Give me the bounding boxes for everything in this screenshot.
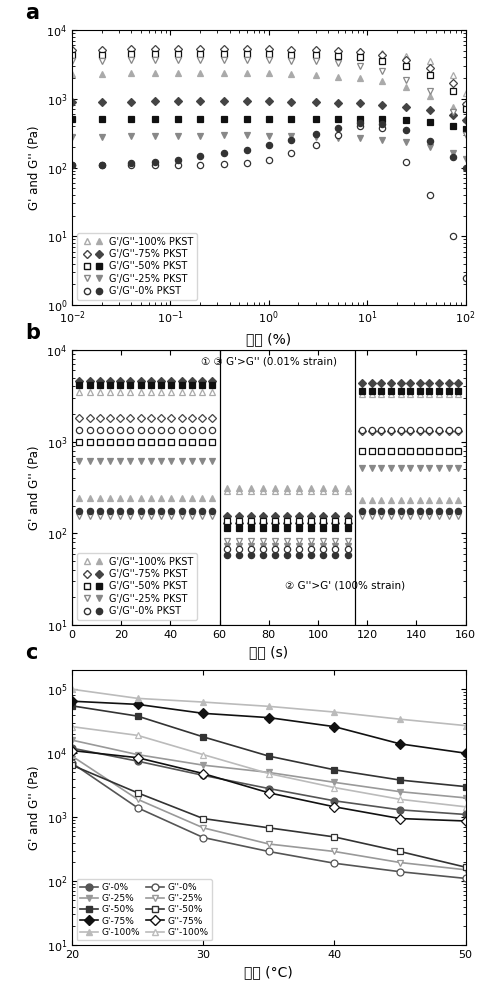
X-axis label: 时间 (s): 时间 (s) bbox=[249, 645, 288, 659]
Legend: G'/G''-100% PKST, G'/G''-75% PKST, G'/G''-50% PKST, G'/G''-25% PKST, G'/G''-0% P: G'/G''-100% PKST, G'/G''-75% PKST, G'/G'… bbox=[77, 233, 197, 300]
Y-axis label: G' and G'' (Pa): G' and G'' (Pa) bbox=[28, 445, 41, 530]
Legend: G'/G''-100% PKST, G'/G''-75% PKST, G'/G''-50% PKST, G'/G''-25% PKST, G'/G''-0% P: G'/G''-100% PKST, G'/G''-75% PKST, G'/G'… bbox=[77, 553, 197, 620]
Bar bbox=[72, 350, 219, 625]
Text: ② G''>G' (100% strain): ② G''>G' (100% strain) bbox=[286, 581, 406, 591]
Text: c: c bbox=[25, 643, 37, 663]
Y-axis label: G' and G'' (Pa): G' and G'' (Pa) bbox=[28, 125, 41, 210]
Y-axis label: G' and G'' (Pa): G' and G'' (Pa) bbox=[28, 765, 41, 850]
Text: b: b bbox=[25, 323, 40, 343]
X-axis label: 应变 (%): 应变 (%) bbox=[246, 332, 291, 346]
X-axis label: 温度 (°C): 温度 (°C) bbox=[244, 965, 293, 979]
Text: ① ③ G'>G'' (0.01% strain): ① ③ G'>G'' (0.01% strain) bbox=[201, 357, 337, 367]
Legend: G'-0%, G'-25%, G'-50%, G'-75%, G'-100%, G''-0%, G''-25%, G''-50%, G''-75%, G''-1: G'-0%, G'-25%, G'-50%, G'-75%, G'-100%, … bbox=[76, 879, 212, 940]
Bar bbox=[219, 350, 355, 625]
Text: a: a bbox=[25, 3, 39, 23]
Bar bbox=[355, 350, 466, 625]
